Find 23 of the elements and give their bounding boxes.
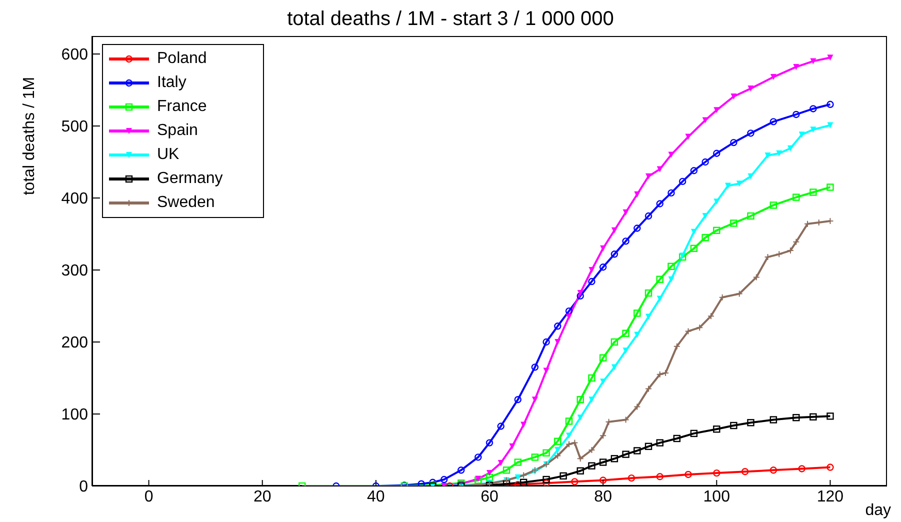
- legend-label: Sweden: [157, 194, 215, 212]
- x-tick-label: 0: [144, 488, 154, 506]
- x-axis-title: day: [865, 502, 891, 520]
- y-tick-label: 300: [61, 262, 88, 280]
- x-tick-label: 20: [253, 488, 272, 506]
- x-tick-label: 60: [480, 488, 498, 506]
- x-tick-label: 40: [367, 488, 385, 506]
- y-tick-label: 400: [61, 190, 88, 208]
- y-tick-label: 200: [61, 334, 88, 352]
- y-axis-title: total deaths / 1M: [21, 76, 39, 196]
- x-tick-label: 120: [816, 488, 844, 506]
- chart-title: total deaths / 1M - start 3 / 1 000 000: [286, 8, 615, 31]
- y-tick-label: 500: [61, 118, 88, 136]
- x-tick-label: 100: [703, 488, 730, 506]
- legend-label: UK: [157, 146, 180, 164]
- x-tick-label: 80: [594, 488, 612, 506]
- legend-label: Spain: [157, 122, 198, 140]
- y-tick-label: 600: [61, 46, 88, 64]
- legend-label: France: [157, 98, 207, 116]
- legend-label: Germany: [157, 170, 223, 188]
- legend-label: Italy: [157, 74, 186, 92]
- legend-label: Poland: [157, 50, 207, 68]
- y-tick-label: 100: [61, 406, 88, 424]
